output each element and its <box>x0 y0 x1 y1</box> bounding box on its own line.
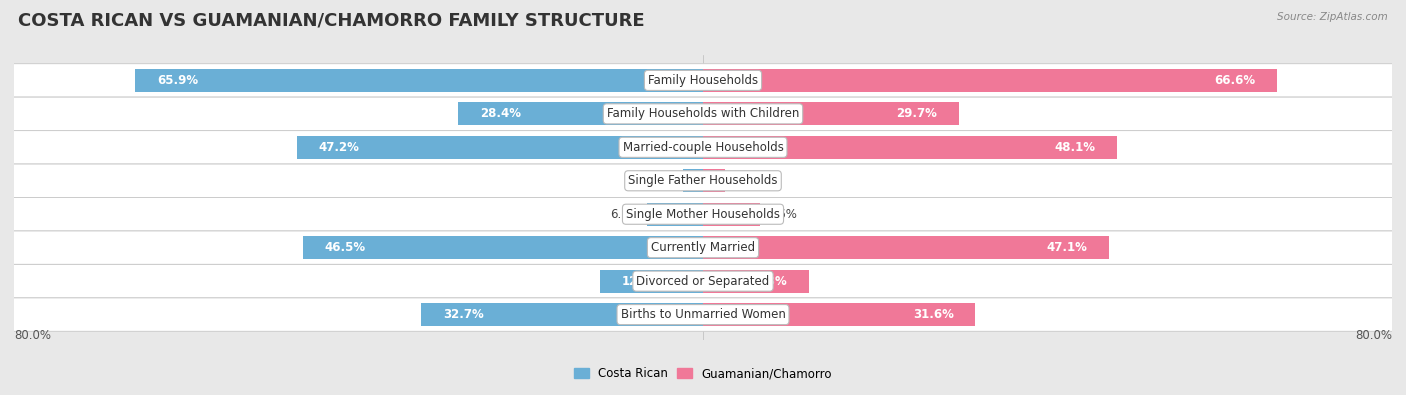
Bar <box>135 69 703 92</box>
Legend: Costa Rican, Guamanian/Chamorro: Costa Rican, Guamanian/Chamorro <box>569 363 837 385</box>
Text: Source: ZipAtlas.com: Source: ZipAtlas.com <box>1277 12 1388 22</box>
Text: 65.9%: 65.9% <box>157 74 198 87</box>
Text: 2.6%: 2.6% <box>733 174 762 187</box>
Text: Currently Married: Currently Married <box>651 241 755 254</box>
Text: 6.5%: 6.5% <box>610 208 640 221</box>
Text: 32.7%: 32.7% <box>443 308 484 321</box>
Text: 48.1%: 48.1% <box>1054 141 1095 154</box>
Bar <box>703 236 1108 259</box>
FancyBboxPatch shape <box>10 131 1396 164</box>
Text: Single Father Households: Single Father Households <box>628 174 778 187</box>
FancyBboxPatch shape <box>10 64 1396 97</box>
Text: Divorced or Separated: Divorced or Separated <box>637 275 769 288</box>
Text: 12.3%: 12.3% <box>747 275 787 288</box>
Bar <box>458 102 703 125</box>
Text: 31.6%: 31.6% <box>912 308 953 321</box>
Bar <box>703 69 1277 92</box>
FancyBboxPatch shape <box>10 298 1396 331</box>
Text: 28.4%: 28.4% <box>479 107 522 120</box>
Bar <box>703 169 725 192</box>
Bar <box>703 303 976 326</box>
Text: Married-couple Households: Married-couple Households <box>623 141 783 154</box>
Text: 12.0%: 12.0% <box>621 275 662 288</box>
Bar <box>599 270 703 293</box>
Text: 47.1%: 47.1% <box>1046 241 1087 254</box>
Text: Family Households with Children: Family Households with Children <box>607 107 799 120</box>
Bar <box>703 102 959 125</box>
Text: 66.6%: 66.6% <box>1213 74 1256 87</box>
Bar <box>297 136 703 159</box>
Bar <box>422 303 703 326</box>
Text: 80.0%: 80.0% <box>14 329 51 342</box>
FancyBboxPatch shape <box>10 97 1396 131</box>
FancyBboxPatch shape <box>10 231 1396 264</box>
Text: COSTA RICAN VS GUAMANIAN/CHAMORRO FAMILY STRUCTURE: COSTA RICAN VS GUAMANIAN/CHAMORRO FAMILY… <box>18 12 645 30</box>
Bar <box>647 203 703 226</box>
Text: 2.3%: 2.3% <box>647 174 676 187</box>
Bar <box>683 169 703 192</box>
Bar <box>703 136 1118 159</box>
Text: Family Households: Family Households <box>648 74 758 87</box>
Text: 6.6%: 6.6% <box>766 208 797 221</box>
Text: 29.7%: 29.7% <box>897 107 938 120</box>
Text: 80.0%: 80.0% <box>1355 329 1392 342</box>
FancyBboxPatch shape <box>10 264 1396 298</box>
FancyBboxPatch shape <box>10 164 1396 198</box>
Text: Births to Unmarried Women: Births to Unmarried Women <box>620 308 786 321</box>
Text: 47.2%: 47.2% <box>318 141 359 154</box>
Text: Single Mother Households: Single Mother Households <box>626 208 780 221</box>
Bar <box>703 270 808 293</box>
Bar <box>302 236 703 259</box>
Text: 46.5%: 46.5% <box>323 241 366 254</box>
FancyBboxPatch shape <box>10 198 1396 231</box>
Bar <box>703 203 759 226</box>
